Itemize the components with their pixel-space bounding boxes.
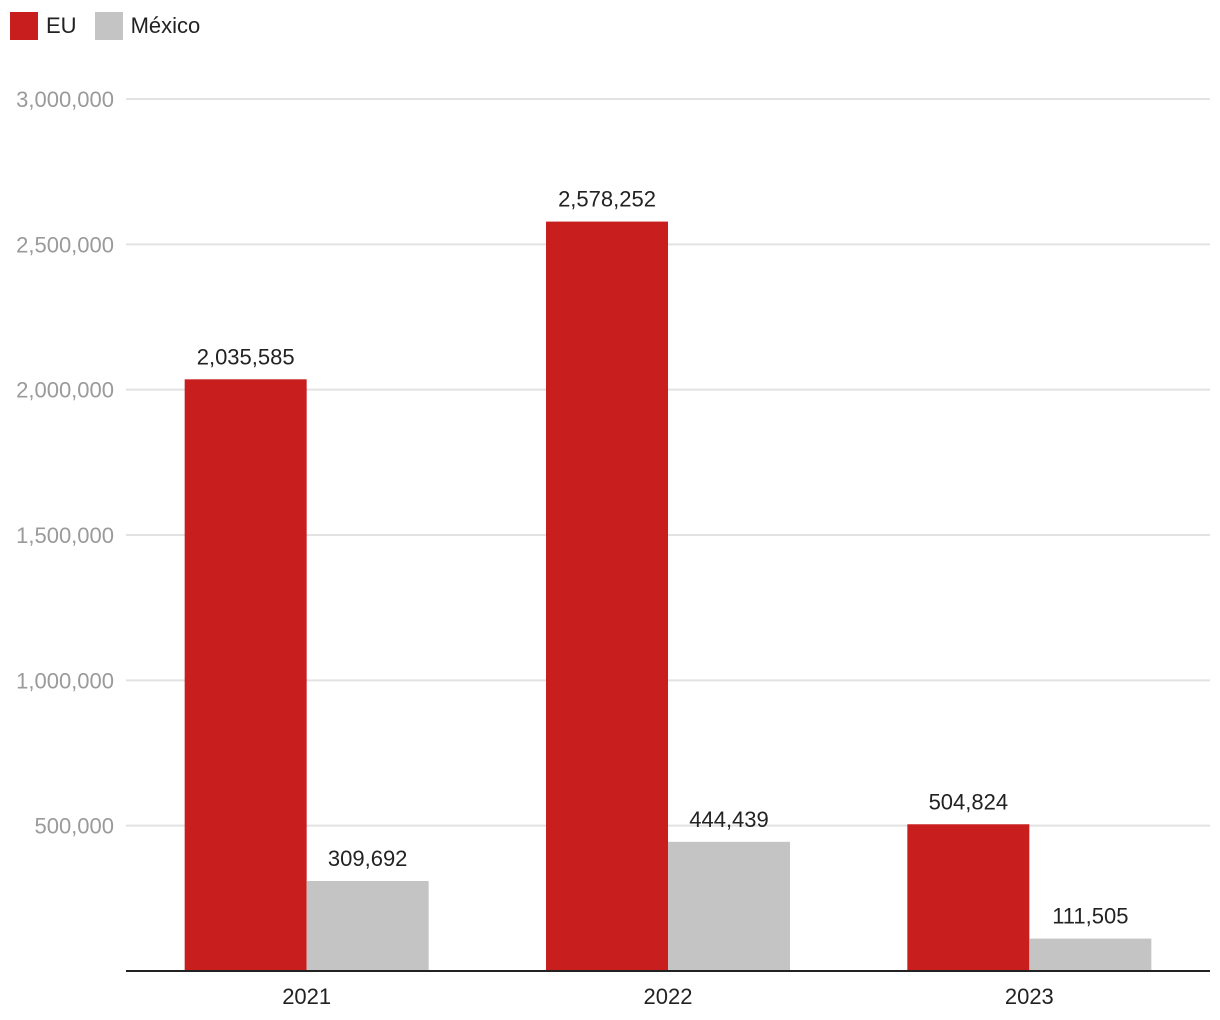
y-tick-label: 1,000,000 (16, 668, 114, 693)
bar (907, 824, 1030, 971)
legend-label-mexico: México (130, 13, 201, 38)
legend-swatch-eu (10, 12, 38, 40)
data-label: 2,578,252 (558, 187, 656, 212)
x-tick-label: 2022 (644, 984, 693, 1009)
y-tick-label: 1,500,000 (16, 523, 114, 548)
legend-item-mexico: México (94, 12, 201, 40)
bar (1029, 938, 1152, 971)
legend-swatch-mexico (94, 12, 123, 40)
legend-item-eu: EU (10, 12, 77, 40)
data-label: 504,824 (929, 789, 1009, 814)
bar (546, 221, 668, 972)
y-tick-label: 2,000,000 (16, 378, 114, 403)
y-tick-label: 2,500,000 (16, 232, 114, 257)
y-tick-label: 3,000,000 (16, 87, 114, 112)
x-tick-label: 2021 (282, 984, 331, 1009)
data-label: 111,505 (1052, 904, 1128, 929)
data-label: 444,439 (689, 807, 769, 832)
y-tick-label: 500,000 (34, 814, 114, 839)
bar (668, 841, 790, 971)
legend: EU México (10, 12, 200, 40)
legend-label-eu: EU (46, 13, 77, 38)
bar (306, 880, 429, 971)
data-label: 2,035,585 (197, 344, 295, 369)
x-tick-label: 2023 (1005, 984, 1054, 1009)
bar (184, 379, 307, 971)
data-label: 309,692 (328, 846, 408, 871)
